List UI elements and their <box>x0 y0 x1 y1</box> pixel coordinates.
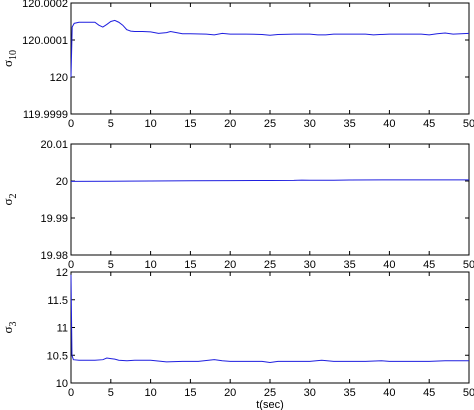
x-tick-label: 5 <box>108 259 114 271</box>
x-tick-label: 30 <box>304 259 316 271</box>
x-tick-label: 40 <box>383 118 395 130</box>
y-tick-label: 11 <box>57 323 68 335</box>
y-axis-label: σ10 <box>0 50 19 67</box>
x-tick-label: 50 <box>463 387 474 399</box>
x-tick-label: 45 <box>423 387 435 399</box>
x-tick-label: 0 <box>68 387 74 399</box>
y-tick-label: 19.99 <box>40 213 68 225</box>
x-tick-label: 35 <box>343 387 355 399</box>
y-tick-label: 12 <box>56 267 68 279</box>
x-tick-label: 15 <box>184 259 196 271</box>
x-tick-label: 30 <box>304 118 316 130</box>
x-tick-label: 20 <box>224 118 236 130</box>
x-tick-label: 35 <box>343 259 355 271</box>
panel-sigma10: 0 5 10 15 20 25 30 35 40 45 50 119.9999 120 120.0001 1… <box>0 0 474 130</box>
series-line <box>70 19 470 78</box>
y-tick-label: 11.5 <box>47 295 68 307</box>
axes-box <box>70 143 470 256</box>
panel-sigma2: 0 5 10 15 20 25 30 35 40 45 50 19.98 19.99 20 20.01 σ2 <box>0 139 474 271</box>
x-tick-label: 25 <box>264 118 276 130</box>
axes-box <box>70 271 470 384</box>
y-tick-label: 20 <box>56 176 68 188</box>
axes-box <box>70 2 470 115</box>
y-tick-label: 19.98 <box>40 250 68 262</box>
y-axis-label: σ2 <box>0 193 19 205</box>
x-tick-label: 40 <box>383 387 395 399</box>
series-line <box>70 274 469 363</box>
x-axis-label: t(sec) <box>256 399 284 410</box>
x-tick-label: 30 <box>304 387 316 399</box>
x-tick-label: 0 <box>68 259 74 271</box>
x-tick-label: 15 <box>184 118 196 130</box>
x-tick-label: 20 <box>224 259 236 271</box>
x-tick-label: 15 <box>184 387 196 399</box>
x-tick-label: 5 <box>108 387 114 399</box>
x-tick-label: 5 <box>108 118 114 130</box>
x-tick-label: 45 <box>423 118 435 130</box>
x-tick-label: 10 <box>144 118 156 130</box>
x-tick-label: 50 <box>463 259 474 271</box>
x-tick-label: 50 <box>463 118 474 130</box>
y-axis-label: σ3 <box>0 321 19 333</box>
y-tick-label: 119.9999 <box>23 109 68 121</box>
y-tick-label: 20.01 <box>40 139 68 151</box>
x-tick-label: 10 <box>144 259 156 271</box>
x-tick-label: 35 <box>343 118 355 130</box>
panel-sigma3: 0 5 10 15 20 25 30 35 40 45 50 10 10.5 11 11.5 12 σ3 t(se… <box>0 267 474 410</box>
x-tick-label: 45 <box>423 259 435 271</box>
y-tick-label: 120 <box>50 72 68 84</box>
x-tick-label: 20 <box>224 387 236 399</box>
series-line <box>70 179 470 182</box>
x-tick-label: 40 <box>383 259 395 271</box>
y-tick-label: 120.0002 <box>22 0 68 10</box>
x-tick-label: 25 <box>264 259 276 271</box>
y-tick-label: 120.0001 <box>22 35 68 47</box>
y-tick-label: 10 <box>56 378 68 390</box>
x-tick-label: 25 <box>264 387 276 399</box>
x-tick-label: 0 <box>68 118 74 130</box>
x-tick-label: 10 <box>144 387 156 399</box>
y-tick-label: 10.5 <box>47 350 68 362</box>
